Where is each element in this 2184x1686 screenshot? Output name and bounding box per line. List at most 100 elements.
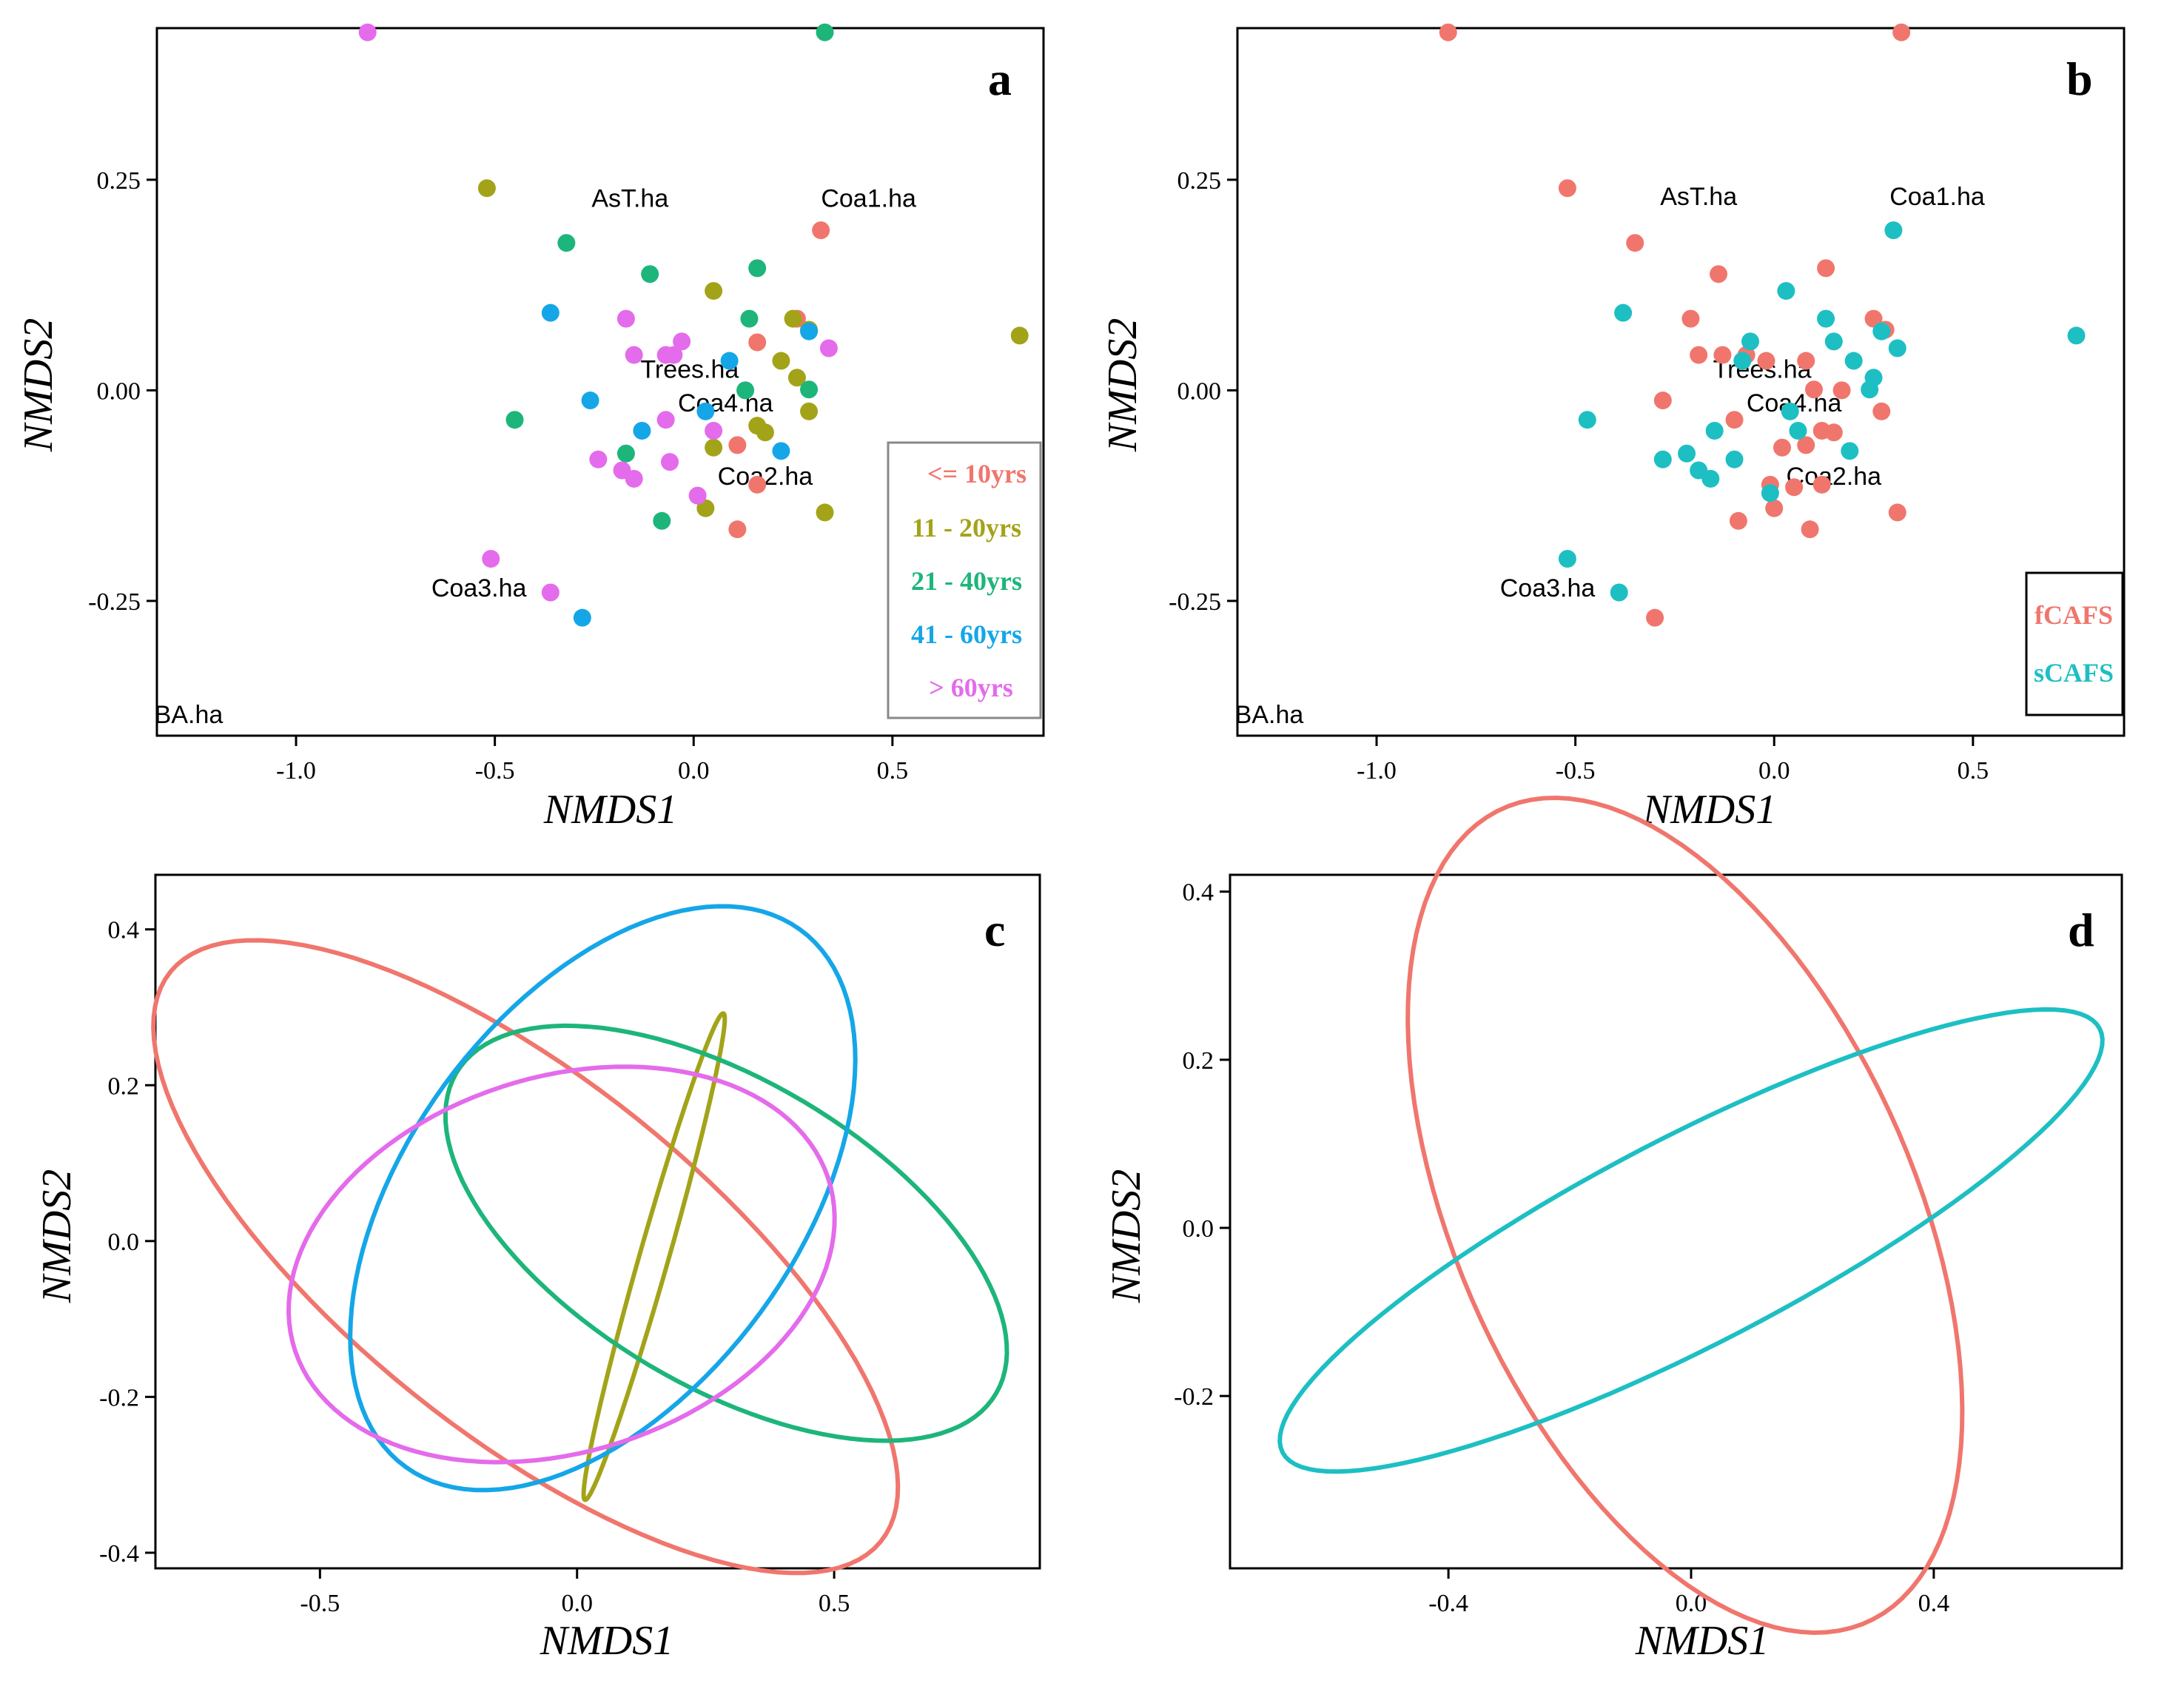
x-tick-label: 0.5	[1958, 757, 1989, 785]
panel-a: a -1.0 -0.5 0.0 0.5 0.25 0.00 -0.25 AsT.ha Coa1…	[16, 23, 1045, 833]
x-tick-label: 0.0	[1758, 757, 1790, 785]
scatter-point	[1705, 422, 1724, 440]
scatter-point	[705, 282, 723, 300]
scatter-point	[1757, 352, 1775, 370]
scatter-point	[800, 402, 819, 420]
scatter-point	[1777, 282, 1795, 300]
scatter-point	[1824, 332, 1843, 351]
scatter-point	[616, 444, 635, 463]
scatter-point	[358, 23, 377, 41]
scatter-point	[633, 422, 651, 440]
group-ellipse	[581, 1011, 728, 1502]
scatter-point	[1801, 520, 1819, 539]
scatter-point	[673, 332, 691, 351]
vector-label: Coa3.ha	[1500, 574, 1596, 602]
scatter-point	[1888, 339, 1906, 357]
panel-a-letter: a	[988, 53, 1012, 105]
scatter-point	[1804, 380, 1823, 399]
scatter-point	[787, 369, 806, 387]
scatter-point	[581, 392, 599, 410]
scatter-point	[1864, 309, 1883, 328]
scatter-point	[2067, 326, 2086, 345]
x-tick-label: -0.5	[475, 757, 515, 785]
panel-b: b -1.0 -0.5 0.0 0.5 0.25 0.00 -0.25 AsT.ha Coa1…	[1100, 23, 2126, 833]
vector-label: BA.ha	[1235, 701, 1304, 729]
panel-b-xlabel: NMDS1	[1642, 787, 1776, 833]
panel-c-xlabel: NMDS1	[540, 1618, 673, 1664]
scatter-point	[784, 309, 802, 328]
scatter-point	[696, 402, 715, 420]
panel-d-xlabel: NMDS1	[1635, 1618, 1769, 1664]
scatter-point	[589, 450, 608, 468]
scatter-point	[772, 352, 790, 370]
scatter-point	[616, 309, 635, 328]
scatter-point	[1614, 303, 1633, 322]
x-tick-label: 0.5	[877, 757, 909, 785]
legend-entry-age-20: 11 - 20yrs	[912, 513, 1021, 543]
y-tick-label: 0.0	[108, 1229, 140, 1256]
scatter-point	[1888, 503, 1906, 522]
panel-a-xlabel: NMDS1	[543, 787, 677, 833]
scatter-point	[641, 265, 659, 283]
y-tick-label: 0.2	[108, 1072, 140, 1100]
scatter-point	[800, 322, 819, 340]
scatter-point	[812, 221, 830, 240]
y-tick-label: 0.00	[97, 377, 141, 405]
legend-entry-scafs: sCAFS	[2034, 658, 2114, 688]
y-tick-label: 0.4	[1183, 879, 1214, 907]
scatter-point	[705, 438, 723, 457]
panel-b-ylabel: NMDS2	[1100, 318, 1146, 452]
scatter-point	[696, 499, 715, 517]
y-tick-label: 0.0	[1183, 1215, 1214, 1243]
scatter-point	[1817, 259, 1835, 278]
scatter-point	[756, 423, 774, 442]
panel-c: c -0.5 0.0 0.5 0.4 0.2 0.0 -0.2 -0.4 NMDS1 NMDS…	[34, 873, 1041, 1664]
panel-c-letter: c	[984, 904, 1005, 956]
legend-entry-age-60: 41 - 60yrs	[911, 619, 1022, 649]
scatter-point	[688, 486, 707, 505]
y-tick-label: -0.25	[1169, 588, 1221, 616]
scatter-point	[1653, 450, 1672, 468]
x-tick-label: 0.4	[1918, 1590, 1950, 1617]
panel-d-frame	[1229, 873, 2123, 1570]
scatter-point	[557, 234, 576, 252]
panel-b-frame	[1236, 27, 2126, 737]
vector-label: Coa4.ha	[678, 389, 773, 417]
y-tick-label: 0.2	[1183, 1047, 1214, 1075]
panel-c-ylabel: NMDS2	[34, 1169, 80, 1303]
panel-a-ylabel: NMDS2	[16, 318, 61, 452]
panel-a-frame	[155, 27, 1045, 737]
scatter-point	[1710, 265, 1728, 283]
scatter-point	[1610, 583, 1628, 602]
vector-label: Coa1.ha	[1889, 183, 1985, 211]
x-tick-label: -0.5	[300, 1590, 340, 1617]
scatter-point	[728, 436, 747, 454]
vector-label: Coa3.ha	[431, 574, 527, 602]
scatter-point	[1797, 436, 1815, 454]
scatter-point	[748, 259, 767, 278]
vector-label: Coa1.ha	[821, 184, 916, 212]
scatter-point	[816, 503, 834, 522]
x-tick-label: -1.0	[276, 757, 316, 785]
scatter-point	[1725, 450, 1744, 468]
scatter-point	[1729, 511, 1747, 530]
scatter-point	[800, 380, 819, 399]
scatter-point	[1653, 392, 1672, 410]
scatter-point	[1789, 422, 1807, 440]
panel-c-frame	[154, 873, 1041, 1570]
scatter-point	[625, 346, 643, 364]
scatter-point	[1681, 309, 1700, 328]
scatter-point	[1797, 352, 1815, 370]
y-tick-label: 0.4	[108, 917, 140, 944]
scatter-point	[1861, 380, 1879, 399]
scatter-point	[1725, 411, 1744, 429]
scatter-point	[661, 453, 679, 471]
scatter-point	[1761, 484, 1779, 503]
scatter-point	[1872, 402, 1891, 420]
scatter-point	[1824, 423, 1843, 442]
scatter-point	[1558, 179, 1576, 198]
scatter-point	[748, 475, 767, 494]
scatter-point	[573, 608, 591, 627]
y-tick-label: 0.25	[97, 167, 141, 195]
y-tick-label: -0.25	[88, 588, 141, 616]
